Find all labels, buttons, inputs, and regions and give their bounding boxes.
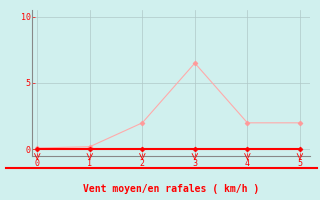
X-axis label: Vent moyen/en rafales ( km/h ): Vent moyen/en rafales ( km/h ) — [83, 184, 259, 194]
